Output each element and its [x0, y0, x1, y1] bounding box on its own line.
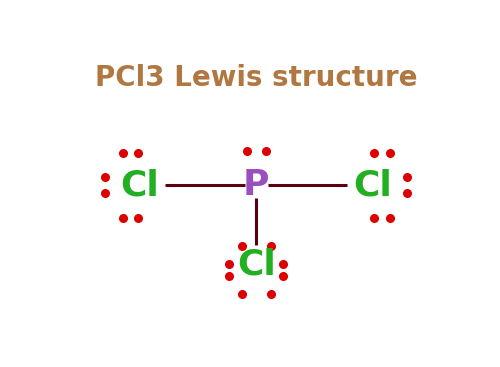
Text: P: P: [243, 168, 270, 202]
Text: Cl: Cl: [237, 247, 276, 281]
Text: Cl: Cl: [120, 168, 160, 202]
Text: PCl3 Lewis structure: PCl3 Lewis structure: [95, 64, 418, 92]
Text: Cl: Cl: [353, 168, 392, 202]
